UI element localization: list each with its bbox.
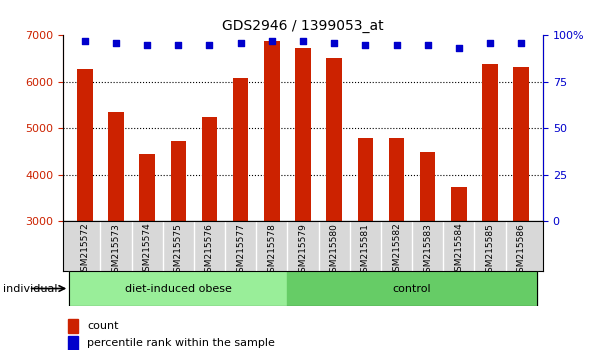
Bar bbox=[350, 221, 381, 271]
Bar bbox=[170, 141, 186, 221]
Bar bbox=[100, 221, 131, 271]
Point bbox=[80, 38, 89, 44]
Text: GSM215574: GSM215574 bbox=[143, 223, 152, 278]
Bar bbox=[319, 221, 350, 271]
Text: GSM215586: GSM215586 bbox=[517, 223, 526, 278]
Point bbox=[485, 40, 495, 46]
Point bbox=[267, 38, 277, 44]
Title: GDS2946 / 1399053_at: GDS2946 / 1399053_at bbox=[222, 19, 384, 33]
Point bbox=[173, 42, 183, 47]
Text: GSM215575: GSM215575 bbox=[174, 223, 183, 278]
Text: percentile rank within the sample: percentile rank within the sample bbox=[87, 338, 275, 348]
Point bbox=[205, 42, 214, 47]
Bar bbox=[68, 319, 79, 333]
Point bbox=[423, 42, 433, 47]
Bar bbox=[482, 64, 498, 221]
Bar bbox=[69, 221, 100, 271]
Text: GSM215576: GSM215576 bbox=[205, 223, 214, 278]
Point bbox=[111, 40, 121, 46]
Bar bbox=[389, 138, 404, 221]
Point bbox=[517, 40, 526, 46]
Bar bbox=[225, 221, 256, 271]
Text: GSM215578: GSM215578 bbox=[268, 223, 277, 278]
Bar bbox=[139, 154, 155, 221]
Point bbox=[392, 42, 401, 47]
Text: count: count bbox=[87, 321, 119, 331]
Point bbox=[236, 40, 245, 46]
Bar bbox=[163, 221, 194, 271]
Point bbox=[454, 46, 464, 51]
Bar bbox=[77, 69, 92, 221]
Text: GSM215577: GSM215577 bbox=[236, 223, 245, 278]
Text: GSM215572: GSM215572 bbox=[80, 223, 89, 278]
Bar bbox=[412, 221, 443, 271]
Text: GSM215582: GSM215582 bbox=[392, 223, 401, 278]
Text: GSM215580: GSM215580 bbox=[329, 223, 338, 278]
Bar bbox=[514, 67, 529, 221]
Bar bbox=[264, 41, 280, 221]
Bar bbox=[326, 58, 342, 221]
Bar bbox=[295, 48, 311, 221]
Bar bbox=[68, 336, 79, 350]
Text: GSM215573: GSM215573 bbox=[112, 223, 121, 278]
Text: control: control bbox=[393, 284, 431, 293]
Bar bbox=[287, 221, 319, 271]
Bar bbox=[475, 221, 506, 271]
Text: GSM215583: GSM215583 bbox=[423, 223, 432, 278]
Bar bbox=[381, 221, 412, 271]
Bar bbox=[69, 271, 287, 306]
Bar bbox=[451, 187, 467, 221]
Text: GSM215585: GSM215585 bbox=[485, 223, 494, 278]
Text: GSM215584: GSM215584 bbox=[454, 223, 463, 278]
Bar bbox=[233, 78, 248, 221]
Bar bbox=[506, 221, 537, 271]
Bar bbox=[443, 221, 475, 271]
Text: GSM215581: GSM215581 bbox=[361, 223, 370, 278]
Bar bbox=[202, 117, 217, 221]
Bar bbox=[131, 221, 163, 271]
Text: GSM215579: GSM215579 bbox=[299, 223, 308, 278]
Text: diet-induced obese: diet-induced obese bbox=[125, 284, 232, 293]
Bar bbox=[287, 271, 537, 306]
Bar bbox=[256, 221, 287, 271]
Point bbox=[329, 40, 339, 46]
Point bbox=[142, 42, 152, 47]
Point bbox=[298, 38, 308, 44]
Bar bbox=[358, 138, 373, 221]
Bar bbox=[108, 112, 124, 221]
Bar bbox=[420, 153, 436, 221]
Text: individual: individual bbox=[3, 284, 58, 294]
Bar bbox=[194, 221, 225, 271]
Point bbox=[361, 42, 370, 47]
